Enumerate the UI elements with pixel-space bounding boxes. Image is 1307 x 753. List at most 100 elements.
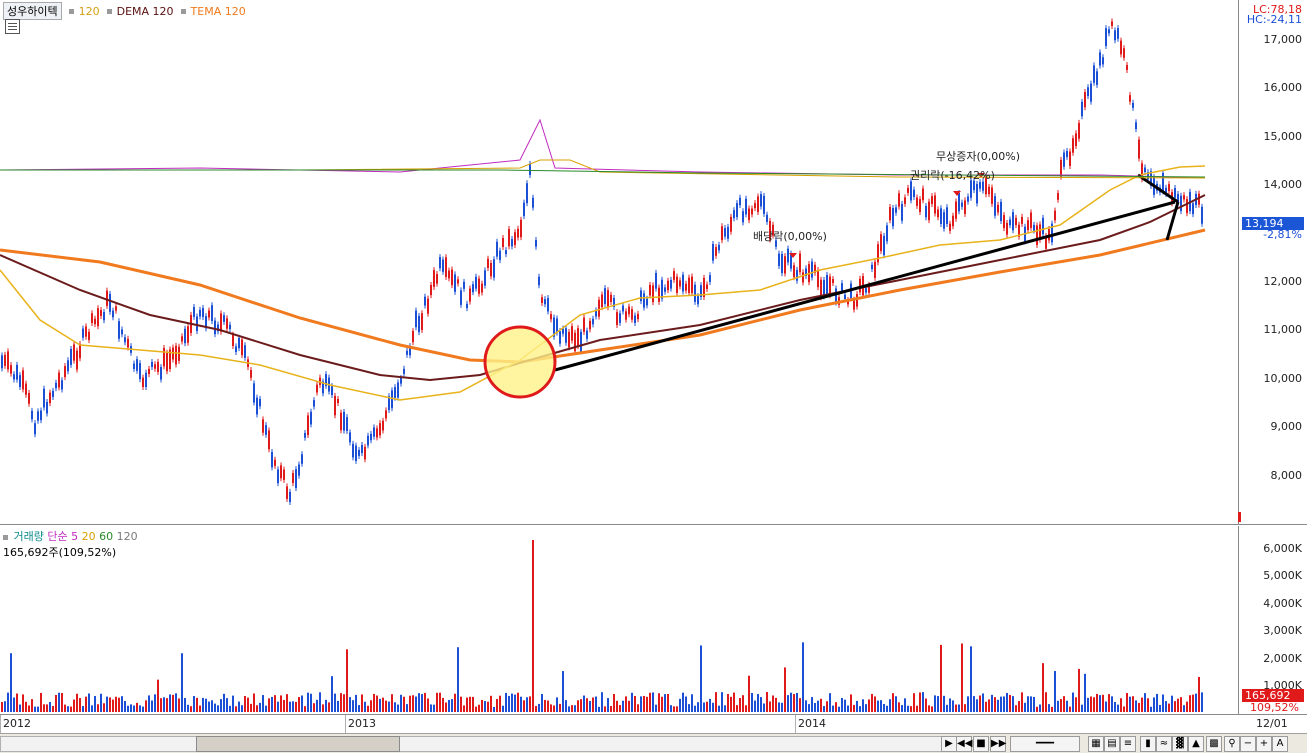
chart-menu-icon[interactable] [5, 19, 20, 34]
volume-bar [925, 698, 927, 712]
volume-bar [1162, 694, 1164, 712]
volume-bar [1126, 692, 1128, 712]
bar-chart-icon[interactable]: ▮ [1140, 736, 1156, 752]
copy-icon[interactable]: ▤ [1104, 736, 1120, 752]
candle-body [1144, 167, 1146, 172]
legend-square-icon [68, 8, 74, 14]
volume-bar [100, 693, 102, 712]
candle-body [25, 383, 27, 395]
ruler-icon[interactable]: ━━━ [1010, 736, 1080, 752]
candle-body [601, 294, 603, 308]
candle-body [373, 427, 375, 437]
volume-bar [241, 705, 243, 712]
plus-icon[interactable]: + [1256, 736, 1272, 752]
volume-bar [403, 696, 405, 712]
volume-bar [763, 703, 765, 712]
candle-body [268, 430, 270, 450]
candle-body [301, 454, 303, 464]
candle-body [994, 196, 996, 216]
volume-bar [187, 704, 189, 712]
volume-bar [700, 645, 702, 712]
volume-bar [1183, 705, 1185, 712]
volume-bar [538, 703, 540, 712]
volume-chart-canvas[interactable] [0, 526, 1238, 714]
price-chart-canvas[interactable] [0, 0, 1238, 524]
volume-bar [931, 706, 933, 712]
volume-bar [652, 692, 654, 712]
stock-name[interactable]: 성우하이텍 [3, 2, 62, 20]
volume-bar [682, 692, 684, 712]
current-volume-tag: 165,692 [1242, 689, 1304, 702]
price-axis[interactable]: LC:78,18 HC:-24,11 17,000 16,000 15,000 … [1238, 0, 1307, 524]
candle-body [712, 243, 714, 261]
volume-ma120-label[interactable]: 120 [116, 530, 138, 543]
volume-bar [94, 696, 96, 712]
volume-bar [253, 693, 255, 712]
text-icon[interactable]: A [1272, 736, 1288, 752]
layout-icon[interactable]: ▦ [1088, 736, 1104, 752]
volume-bar [685, 696, 687, 712]
scroll-thumb[interactable] [196, 736, 400, 752]
volume-bar [130, 704, 132, 712]
candle-body [613, 298, 615, 307]
volume-bar [739, 698, 741, 712]
chart-type-icon[interactable]: ▲ [1188, 736, 1204, 752]
candle-body [196, 316, 198, 332]
volume-ma5-label[interactable]: 5 [71, 530, 79, 543]
volume-bar [1123, 706, 1125, 712]
candle-body [952, 215, 954, 227]
table-icon[interactable]: ▩ [1206, 736, 1222, 752]
candle-body [1198, 193, 1200, 205]
candle-body [49, 392, 51, 404]
stop-icon[interactable]: ■ [973, 736, 989, 752]
candle-body [454, 274, 456, 292]
volume-bar [901, 705, 903, 712]
candle-body [622, 305, 624, 312]
volume-bar [295, 701, 297, 712]
ma120-label[interactable]: 120 [78, 4, 100, 18]
candle-body [4, 354, 6, 366]
candle-body [979, 182, 981, 189]
candle-body [169, 349, 171, 369]
volume-bar [598, 706, 600, 712]
candle-body [529, 163, 531, 175]
candle-body [295, 469, 297, 488]
volume-axis[interactable]: 6,000K 5,000K 4,000K 3,000K 2,000K 1,000… [1238, 526, 1307, 714]
volume-bar [493, 706, 495, 712]
scroll-track[interactable] [0, 736, 942, 752]
candle-body [349, 432, 351, 443]
grid-icon[interactable]: ▓ [1172, 736, 1188, 752]
line-chart-icon[interactable]: ≈ [1156, 736, 1172, 752]
minus-icon[interactable]: − [1240, 736, 1256, 752]
volume-bar [691, 694, 693, 712]
list-icon[interactable]: ≡ [1120, 736, 1136, 752]
candle-body [919, 199, 921, 213]
candle-body [160, 367, 162, 380]
volume-title[interactable]: 거래량 [13, 530, 44, 543]
volume-tick: 1,000K [1263, 679, 1302, 692]
volume-bar [574, 705, 576, 712]
tema-label[interactable]: TEMA 120 [190, 4, 246, 18]
volume-chart-pane[interactable]: 거래량 단순 5 20 60 120 165,692주(109,52%) 6,0… [0, 526, 1307, 714]
candle-body [982, 181, 984, 191]
volume-bar [604, 706, 606, 712]
volume-bar [133, 705, 135, 712]
candle-body [73, 344, 75, 361]
volume-ma20-label[interactable]: 20 [81, 530, 96, 543]
candle-body [115, 306, 117, 311]
step-back-icon[interactable]: ◀◀ [956, 736, 972, 752]
price-chart-pane[interactable]: 성우하이텍 120 DEMA 120 TEMA 120 배당락(0,00%) 권… [0, 0, 1307, 525]
candle-body [628, 306, 630, 315]
volume-bar [313, 703, 315, 712]
zoom-icon[interactable]: ⚲ [1224, 736, 1240, 752]
fast-forward-icon[interactable]: ▶▶ [990, 736, 1006, 752]
dema-label[interactable]: DEMA 120 [116, 4, 174, 18]
play-icon[interactable]: ▶ [941, 736, 957, 752]
candle-body [886, 225, 888, 242]
volume-bar [841, 697, 843, 712]
volume-simple-label[interactable]: 단순 [47, 530, 68, 543]
candle-body [304, 432, 306, 438]
volume-ma60-label[interactable]: 60 [99, 530, 114, 543]
volume-bar [58, 692, 60, 712]
candle-body [655, 272, 657, 289]
